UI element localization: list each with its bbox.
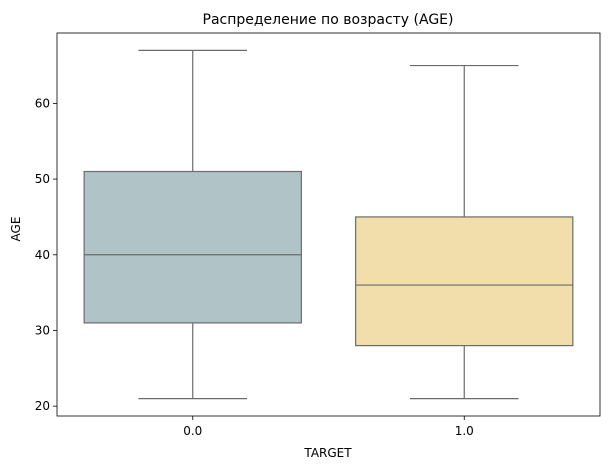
axes: 20 30 40 50 60 0.0 1.0 bbox=[35, 32, 601, 438]
plot-area bbox=[83, 49, 574, 400]
x-axis-label: TARGET bbox=[303, 446, 352, 460]
y-tick-label: 40 bbox=[35, 248, 50, 262]
y-tick-label: 20 bbox=[35, 399, 50, 413]
y-tick-label: 60 bbox=[35, 96, 50, 110]
box-1.0 bbox=[355, 64, 574, 400]
iqr-box bbox=[355, 216, 574, 347]
chart-title: Распределение по возрасту (AGE) bbox=[203, 12, 454, 28]
plot-frame bbox=[56, 32, 601, 417]
iqr-box bbox=[83, 170, 302, 324]
x-tick-label: 0.0 bbox=[183, 424, 202, 438]
box-0.0 bbox=[83, 49, 302, 400]
y-axis-label: AGE bbox=[9, 217, 23, 242]
x-tick-label: 1.0 bbox=[455, 424, 474, 438]
y-tick-label: 30 bbox=[35, 323, 50, 337]
y-tick-label: 50 bbox=[35, 172, 50, 186]
